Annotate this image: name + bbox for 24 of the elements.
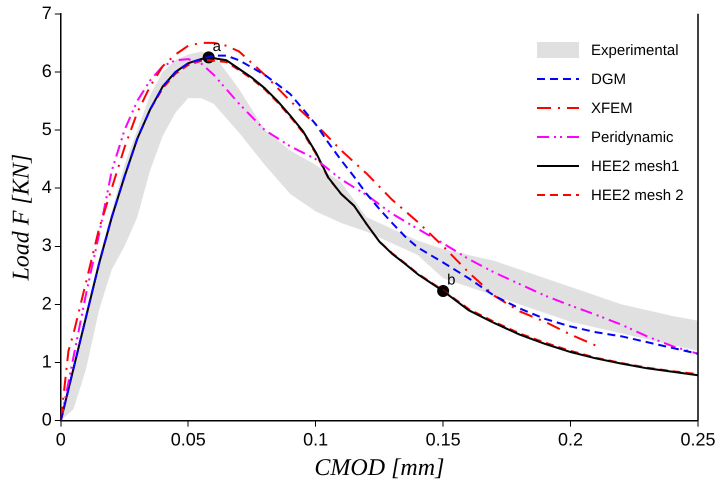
legend-label: HEE2 mesh 2 (591, 186, 684, 204)
y-tick-label: 1 (42, 351, 52, 372)
legend-label: HEE2 mesh1 (591, 158, 680, 175)
y-tick-label: 7 (42, 2, 52, 23)
y-tick-label: 5 (42, 118, 52, 139)
x-tick-label: 0.15 (426, 429, 461, 450)
y-tick-label: 6 (42, 60, 52, 81)
annotation: a (212, 38, 222, 56)
x-tick-label: 0.1 (303, 429, 328, 450)
annotation: b (447, 272, 456, 289)
x-tick-label: 0.25 (680, 429, 716, 450)
legend-label: Peridynamic (591, 128, 674, 146)
y-tick-label: 2 (42, 293, 52, 314)
legend-label: Experimental (591, 42, 679, 59)
legend-label: XFEM (591, 100, 633, 117)
x-tick-label: 0.2 (558, 429, 584, 450)
y-tick-label: 3 (42, 235, 52, 256)
y-tick-label: 4 (42, 177, 52, 198)
y-axis-title: Load F [KN] (8, 154, 35, 282)
x-tick-label: 0 (56, 429, 66, 450)
legend-label: DGM (591, 70, 626, 88)
x-axis-title: CMOD [mm] (314, 454, 444, 481)
x-tick-label: 0.05 (170, 429, 206, 450)
y-tick-label: 0 (42, 410, 52, 430)
